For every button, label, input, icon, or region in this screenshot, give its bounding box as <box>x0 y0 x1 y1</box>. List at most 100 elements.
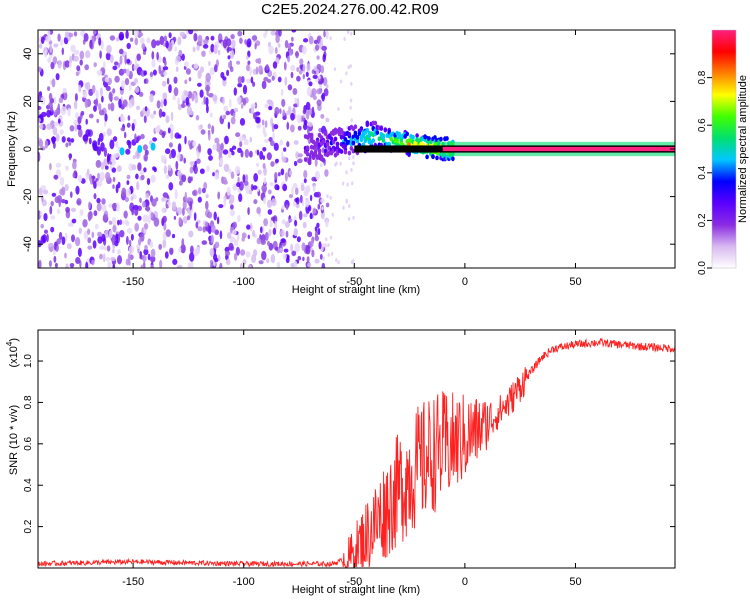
noise-cell <box>122 220 125 225</box>
noise-cell <box>136 53 141 61</box>
noise-cell <box>147 214 151 224</box>
noise-cell <box>171 201 177 211</box>
noise-cell <box>239 262 243 268</box>
noise-cell <box>249 150 253 158</box>
noise-cell <box>116 165 122 172</box>
noise-cell <box>142 214 148 223</box>
noise-cell <box>246 64 251 72</box>
noise-cell <box>252 185 258 190</box>
noise-cell <box>214 137 220 144</box>
noise-cell <box>128 140 132 150</box>
noise-cell <box>292 88 298 95</box>
noise-cell <box>126 42 131 50</box>
colorbar: 0.0 0.2 0.4 0.6 0.8 Normalized spectral ampl… <box>697 29 749 275</box>
noise-cell <box>48 92 53 101</box>
noise-cell <box>98 109 105 116</box>
noise-cell <box>187 176 192 184</box>
noise-cell <box>111 216 117 226</box>
ridge-cell <box>339 149 344 154</box>
noise-cell <box>142 254 147 262</box>
noise-cell <box>68 153 72 161</box>
noise-cell <box>93 30 97 35</box>
noise-cell <box>128 163 134 172</box>
noise-cell <box>314 158 318 167</box>
ridge-cell <box>353 124 358 130</box>
ridge-cell <box>445 136 449 141</box>
noise-cell <box>126 174 131 180</box>
noise-cell <box>140 133 145 140</box>
noise-cell <box>268 106 273 111</box>
noise-cell <box>188 230 194 238</box>
noise-cell <box>53 249 56 256</box>
noise-cell <box>130 196 134 201</box>
noise-cell <box>210 234 214 244</box>
noise-cell <box>128 102 132 107</box>
noise-cell <box>169 153 172 159</box>
colorbar-gradient <box>712 30 736 268</box>
noise-cell <box>106 245 111 252</box>
noise-cell <box>192 140 197 148</box>
noise-cell <box>268 45 274 55</box>
noise-cell <box>339 161 342 166</box>
ridge-cell <box>375 130 380 136</box>
noise-cell <box>165 148 171 155</box>
noise-cell <box>112 264 116 268</box>
noise-cell <box>119 147 125 156</box>
noise-cell <box>122 68 128 74</box>
ridge-cell <box>381 134 386 140</box>
noise-cell <box>351 181 354 186</box>
noise-cell <box>266 199 273 209</box>
noise-cell <box>177 143 182 153</box>
noise-cell <box>299 64 303 69</box>
noise-cell <box>237 76 243 84</box>
noise-cell <box>115 202 120 212</box>
noise-cell <box>256 206 261 215</box>
noise-cell <box>300 184 305 192</box>
noise-cell <box>75 185 80 195</box>
noise-cell <box>112 88 116 94</box>
noise-cell <box>173 215 177 220</box>
noise-cell <box>247 234 250 240</box>
ridge-cell <box>355 135 360 140</box>
noise-cell <box>305 199 310 208</box>
noise-cell <box>150 264 155 268</box>
noise-cell <box>187 262 192 268</box>
noise-cell <box>203 39 209 45</box>
noise-cell <box>238 136 245 142</box>
noise-cell <box>141 43 146 50</box>
noise-cell <box>87 245 93 250</box>
noise-cell <box>197 34 203 45</box>
noise-cell <box>113 96 119 101</box>
noise-cell <box>267 209 273 215</box>
noise-cell <box>346 30 350 35</box>
noise-cell <box>291 36 294 42</box>
noise-cell <box>292 182 298 189</box>
noise-cell <box>352 161 355 166</box>
noise-cell <box>284 76 288 86</box>
noise-cell <box>49 162 52 171</box>
noise-cell <box>296 75 301 82</box>
noise-cell <box>112 224 117 233</box>
noise-cell <box>290 64 296 72</box>
noise-cell <box>281 205 285 210</box>
noise-cell <box>339 79 343 84</box>
noise-cell <box>188 77 192 82</box>
colorbar-frame <box>711 29 737 269</box>
noise-cell <box>74 93 78 102</box>
noise-cell <box>49 43 53 53</box>
noise-cell <box>329 235 333 240</box>
noise-cell <box>192 165 196 172</box>
noise-cell <box>219 230 223 240</box>
noise-cell <box>82 219 88 228</box>
noise-cell <box>127 253 131 262</box>
noise-cell <box>38 105 42 111</box>
noise-cell <box>299 58 304 65</box>
noise-cell <box>85 261 89 268</box>
noise-cell <box>115 37 120 42</box>
noise-cell <box>151 198 157 207</box>
noise-cell <box>217 49 221 56</box>
noise-cell <box>146 37 151 44</box>
noise-cell <box>224 135 229 145</box>
noise-cell <box>181 174 187 183</box>
noise-cell <box>286 255 290 261</box>
